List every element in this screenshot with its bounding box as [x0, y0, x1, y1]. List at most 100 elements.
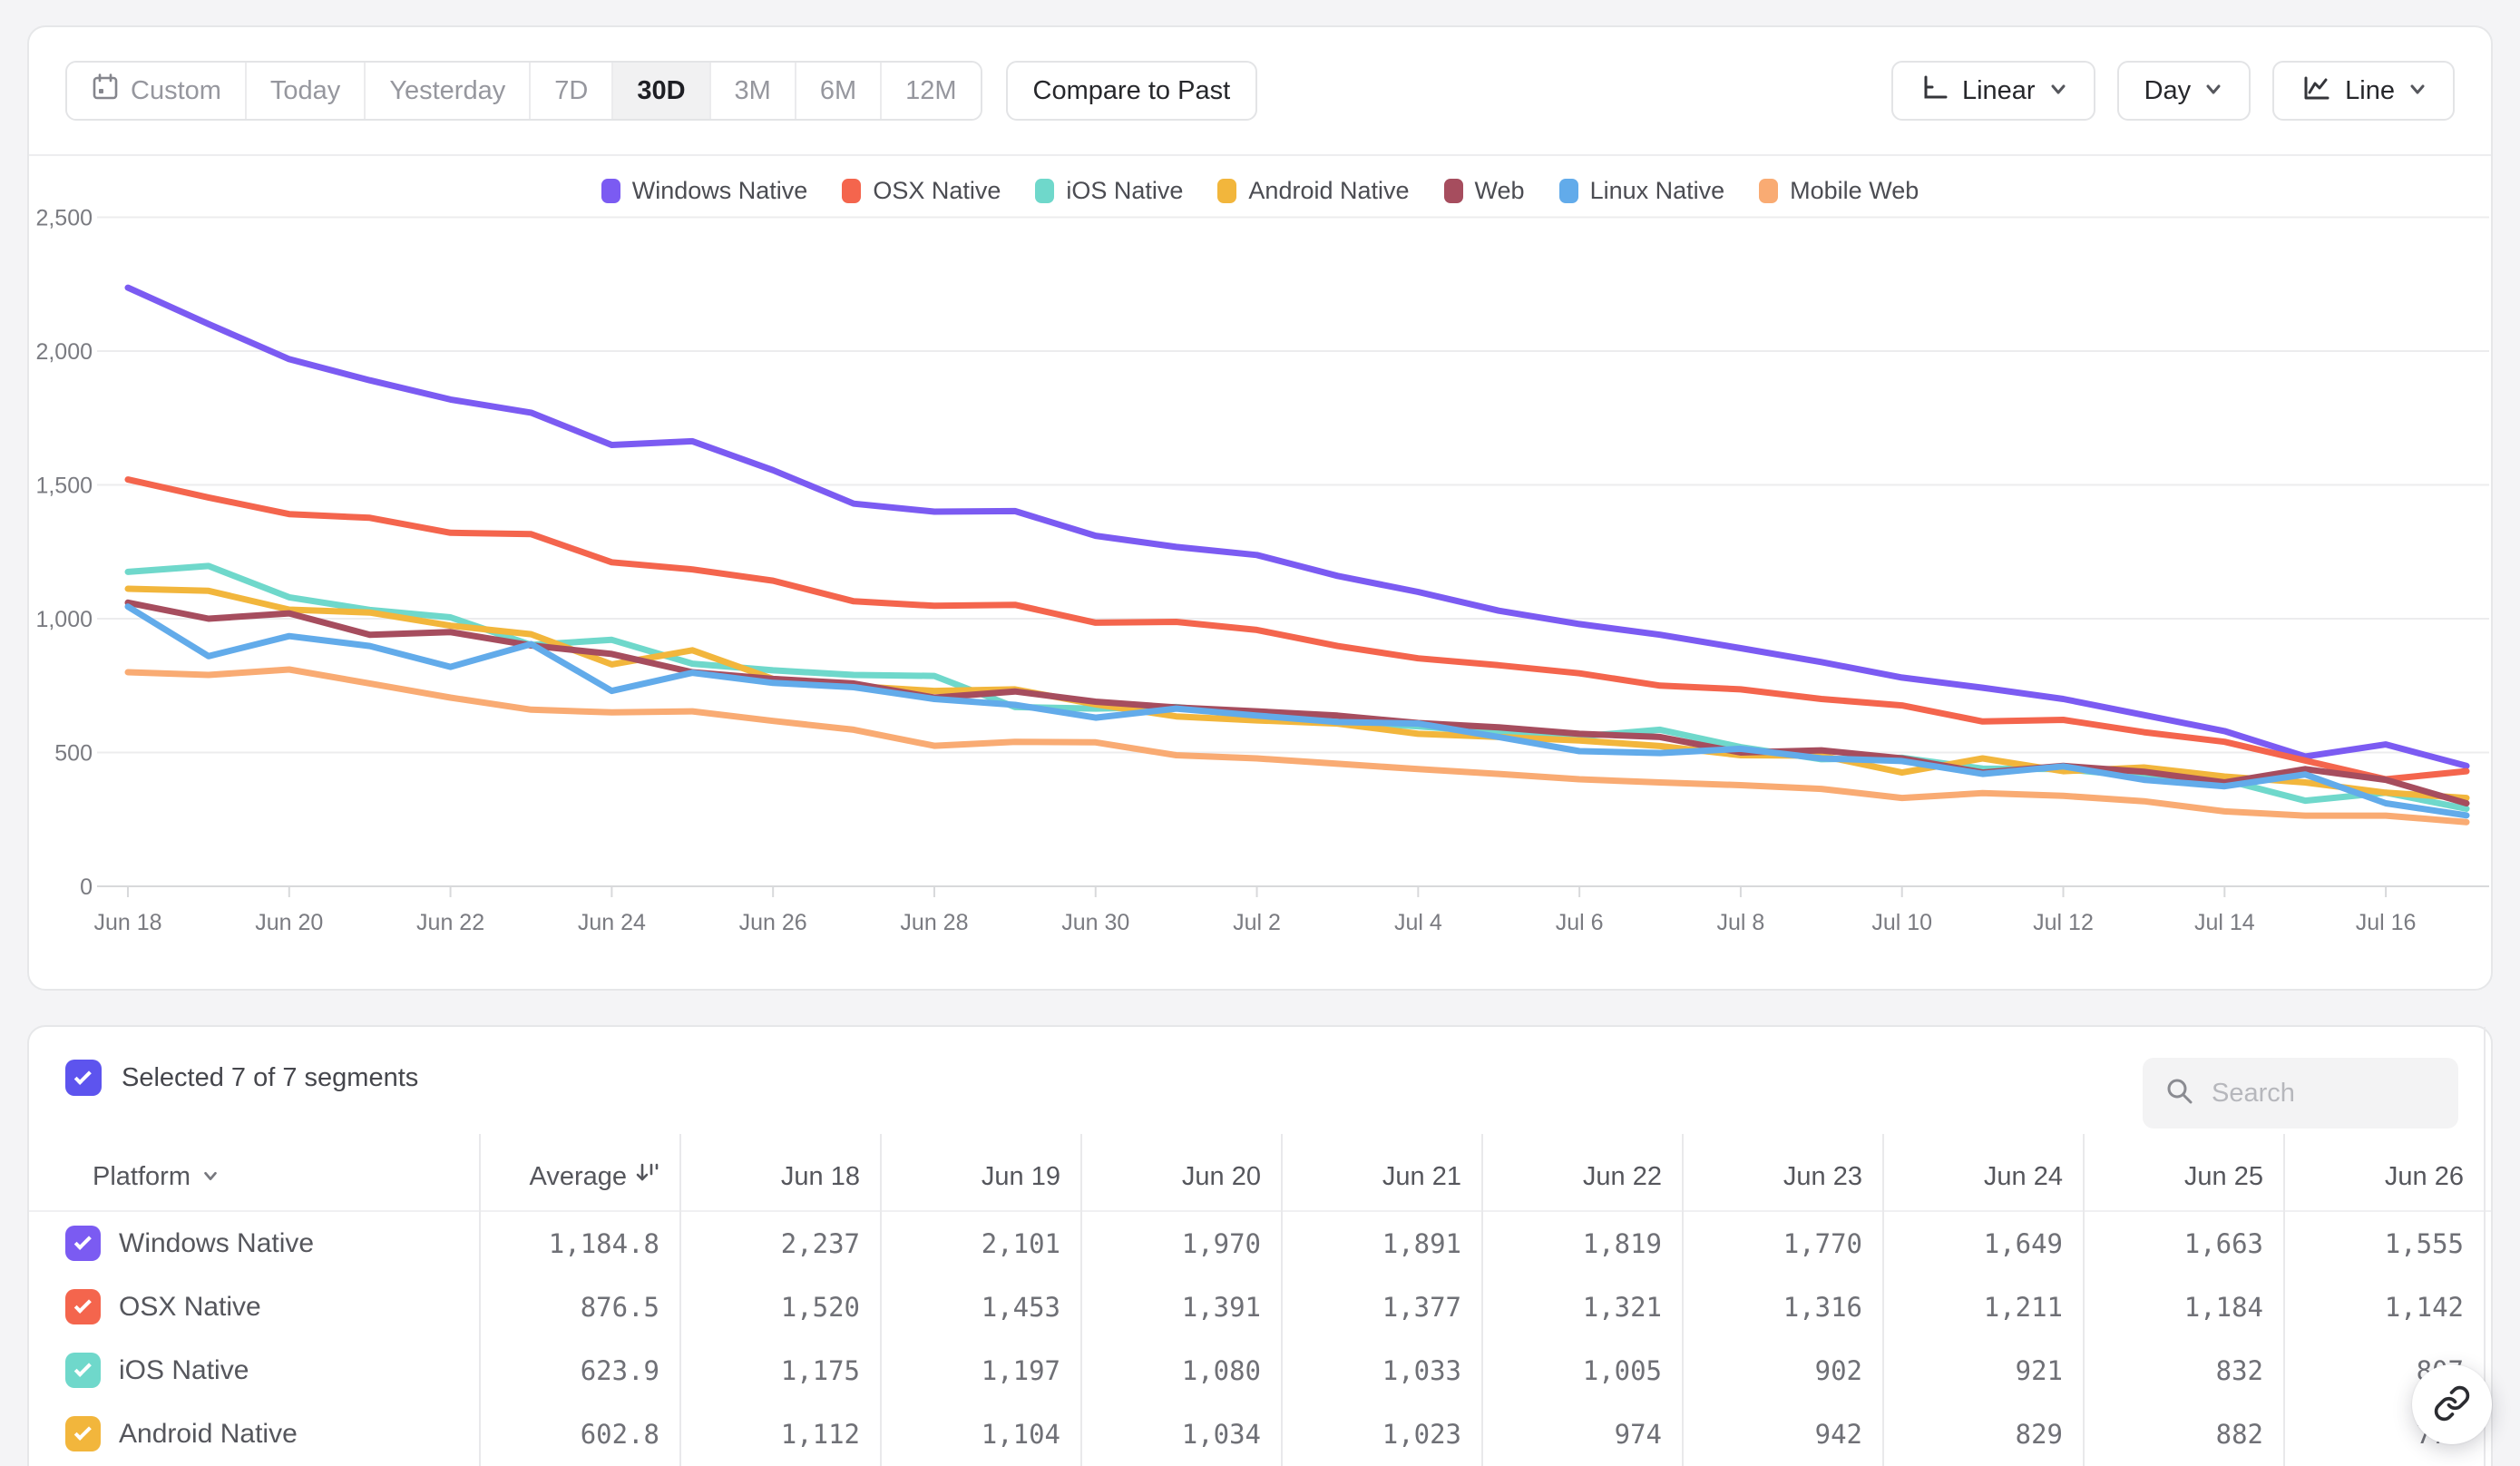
- x-axis-tick-label: Jul 10: [1871, 910, 1932, 935]
- scale-dropdown-label: Linear: [1961, 75, 2036, 105]
- range-button-30d[interactable]: 30D: [613, 63, 711, 119]
- legend-item[interactable]: Mobile Web: [1759, 177, 1919, 205]
- legend-swatch: [1759, 178, 1779, 203]
- platform-name: iOS Native: [119, 1355, 249, 1385]
- table-header-columns: Average Jun 18 Jun 19 Jun 20 Jun 21 Jun 22 Ju…: [479, 1143, 2484, 1210]
- series-line-mobile-web[interactable]: [124, 666, 2470, 826]
- legend-item[interactable]: Web: [1443, 176, 1525, 205]
- date-value: 1,175: [780, 1355, 860, 1386]
- line-chart[interactable]: 0 500 1,000 1,500 2,000 2,500 Jun 18 Jun 20 Jun …: [29, 156, 2495, 991]
- table-row: Android Native 602.8 1,112 1,104 1,034 1,023 9…: [29, 1402, 2491, 1466]
- series-line-osx-native[interactable]: [124, 476, 2470, 783]
- legend-item[interactable]: Windows Native: [601, 176, 808, 205]
- range-button-7d[interactable]: 7D: [531, 63, 614, 119]
- date-value: 1,377: [1382, 1292, 1461, 1323]
- legend-swatch: [1217, 178, 1237, 203]
- table-row: OSX Native 876.5 1,520 1,453 1,391 1,377 1,321…: [29, 1275, 2491, 1339]
- row-values: 1,184.8 2,237 2,101 1,970 1,891 1,819 1,770 1,6…: [479, 1212, 2484, 1275]
- y-axis-tick-label: 2,500: [35, 206, 93, 231]
- compare-to-past-button[interactable]: Compare to Past: [1005, 61, 1258, 121]
- chart-type-dropdown[interactable]: Line: [2272, 61, 2455, 121]
- average-value: 602.8: [580, 1419, 659, 1450]
- date-value: 1,023: [1382, 1419, 1461, 1450]
- legend-swatch: [601, 178, 620, 203]
- range-button-yesterday[interactable]: Yesterday: [366, 63, 532, 119]
- date-value: 2,101: [981, 1228, 1060, 1259]
- average-column-header[interactable]: Average: [479, 1143, 679, 1210]
- series-line-linux-native[interactable]: [124, 603, 2470, 819]
- legend-label: Web: [1474, 176, 1525, 204]
- legend-label: OSX Native: [873, 176, 1001, 204]
- date-value: 1,649: [1983, 1228, 2063, 1259]
- interval-dropdown[interactable]: Day: [2116, 61, 2251, 121]
- date-range-controls: Custom Today Yesterday 7D 30D 3M 6M 12M Compare…: [65, 61, 1258, 121]
- table-row: Windows Native 1,184.8 2,237 2,101 1,970 1,89…: [29, 1212, 2491, 1275]
- y-axis-tick-label: 1,500: [35, 474, 93, 499]
- column-separator: [1682, 1134, 1684, 1466]
- date-column-header[interactable]: Jun 26: [2384, 1162, 2464, 1191]
- date-column-header[interactable]: Jun 18: [780, 1162, 860, 1191]
- date-range-segmented-control: Custom Today Yesterday 7D 30D 3M 6M 12M: [65, 61, 982, 121]
- row-values: 876.5 1,520 1,453 1,391 1,377 1,321 1,316 1,211…: [479, 1275, 2484, 1339]
- link-icon: [2433, 1384, 2471, 1425]
- range-button-3m[interactable]: 3M: [710, 63, 796, 119]
- scale-dropdown[interactable]: Linear: [1890, 61, 2095, 121]
- column-separator: [1080, 1134, 1082, 1466]
- range-button-label: 30D: [637, 75, 686, 105]
- select-all-checkbox[interactable]: [65, 1060, 102, 1096]
- x-axis-tick-label: Jun 18: [93, 910, 161, 935]
- date-value: 1,321: [1582, 1292, 1662, 1323]
- check-icon: [73, 1295, 92, 1314]
- platform-column-header[interactable]: Platform: [93, 1143, 220, 1210]
- range-button-custom[interactable]: Custom: [67, 63, 247, 119]
- legend-item[interactable]: Linux Native: [1558, 177, 1724, 205]
- segments-summary: Selected 7 of 7 segments: [65, 1060, 418, 1096]
- platform-header-label: Platform: [93, 1161, 190, 1191]
- date-column-header[interactable]: Jun 24: [1983, 1162, 2063, 1191]
- legend-swatch: [1558, 178, 1578, 203]
- date-value: 1,316: [1783, 1292, 1862, 1323]
- row-values: 623.91,1751,1971,0801,0331,0059029218328…: [479, 1339, 2484, 1402]
- range-button-label: Today: [269, 75, 341, 105]
- row-checkbox[interactable]: [65, 1353, 101, 1388]
- chevron-down-icon: [201, 1162, 220, 1192]
- sort-descending-icon: [634, 1143, 659, 1210]
- legend-item[interactable]: OSX Native: [842, 177, 1001, 205]
- row-checkbox[interactable]: [65, 1289, 101, 1324]
- average-value: 876.5: [580, 1292, 659, 1323]
- date-column-header[interactable]: Jun 20: [1181, 1162, 1261, 1191]
- row-checkbox[interactable]: [65, 1416, 101, 1451]
- date-value: 1,555: [2384, 1228, 2464, 1259]
- legend-label: Windows Native: [631, 176, 808, 204]
- date-value: 1,034: [1181, 1419, 1261, 1450]
- date-value: 1,453: [981, 1292, 1060, 1323]
- date-value: 942: [1814, 1419, 1862, 1450]
- legend-item[interactable]: iOS Native: [1035, 177, 1183, 205]
- date-column-header[interactable]: Jun 19: [981, 1162, 1060, 1191]
- chevron-down-icon: [2048, 76, 2068, 106]
- platform-name: Android Native: [119, 1419, 298, 1449]
- date-column-header[interactable]: Jun 22: [1582, 1162, 1662, 1191]
- date-value: 1,005: [1582, 1355, 1662, 1386]
- column-separator: [479, 1134, 481, 1466]
- y-axis-tick-label: 2,000: [35, 339, 93, 365]
- y-axis-tick-label: 0: [80, 875, 93, 900]
- date-value: 1,112: [780, 1419, 860, 1450]
- range-button-today[interactable]: Today: [246, 63, 366, 119]
- range-button-12m[interactable]: 12M: [882, 63, 981, 119]
- row-checkbox[interactable]: [65, 1226, 101, 1261]
- chart-toolbar: Custom Today Yesterday 7D 30D 3M 6M 12M Compare…: [29, 27, 2491, 156]
- column-separator: [1882, 1134, 1884, 1466]
- x-axis-tick-label: Jun 20: [255, 910, 323, 935]
- share-link-button[interactable]: [2412, 1364, 2492, 1444]
- date-column-header[interactable]: Jun 25: [2183, 1162, 2263, 1191]
- series-line-windows-native[interactable]: [124, 284, 2470, 769]
- legend-label: Android Native: [1248, 176, 1410, 204]
- date-column-header[interactable]: Jun 23: [1783, 1162, 1862, 1191]
- search-input[interactable]: [2212, 1078, 2520, 1109]
- date-column-header[interactable]: Jun 21: [1382, 1162, 1461, 1191]
- legend-item[interactable]: Android Native: [1217, 176, 1410, 205]
- range-button-6m[interactable]: 6M: [796, 63, 883, 119]
- date-value: 974: [1614, 1419, 1662, 1450]
- interval-dropdown-label: Day: [2144, 75, 2192, 105]
